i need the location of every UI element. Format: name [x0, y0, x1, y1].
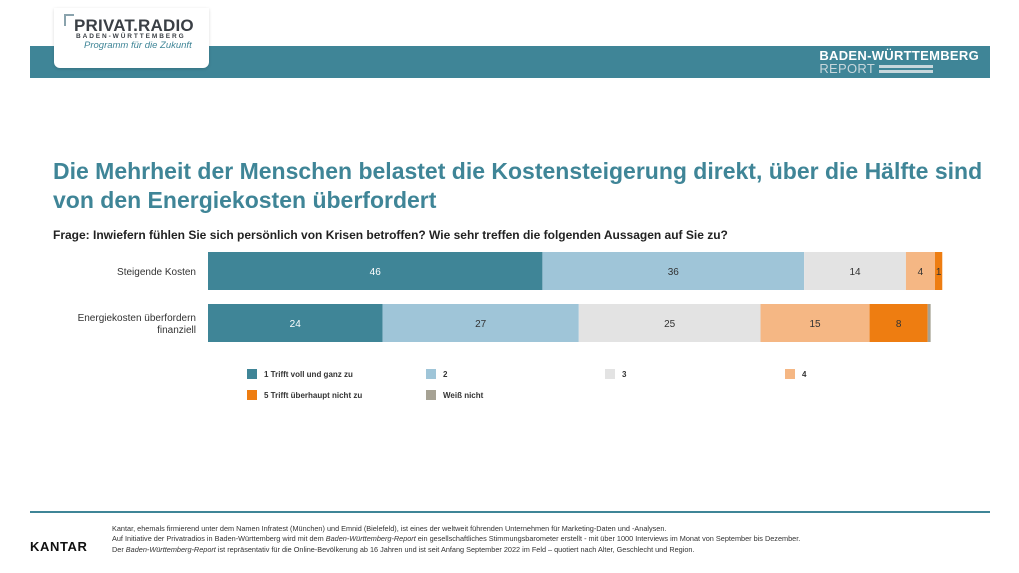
- footer-line-3: Der Baden-Württemberg-Report ist repräse…: [112, 545, 982, 555]
- footer-line-1: Kantar, ehemals firmierend unter dem Nam…: [112, 524, 667, 533]
- logo-sub-text: BADEN-WÜRTTEMBERG: [76, 33, 186, 40]
- category-label: Steigende Kosten: [117, 267, 196, 278]
- category-label: Energiekosten überfordern: [78, 313, 196, 324]
- legend-label: Weiß nicht: [443, 390, 484, 400]
- report-subtitle-row: REPORT: [819, 61, 979, 76]
- data-label: 14: [849, 267, 861, 278]
- privat-radio-logo[interactable]: PRIVAT.RADIO BADEN-WÜRTTEMBERG Programm …: [54, 8, 209, 68]
- category-label: finanziell: [157, 325, 196, 336]
- legend-swatch: [785, 369, 795, 379]
- report-badge: BADEN-WÜRTTEMBERG REPORT: [819, 48, 979, 76]
- bar-segment: [382, 304, 579, 342]
- bar-segment: [927, 304, 931, 342]
- legend-item: 4: [785, 369, 806, 379]
- logo-main-text: PRIVAT.RADIO: [74, 16, 194, 35]
- bar-segment: [760, 304, 870, 342]
- data-label: 36: [668, 267, 680, 278]
- bar-segment: [804, 252, 906, 290]
- legend-swatch: [247, 390, 257, 400]
- data-label: 46: [370, 267, 382, 278]
- data-label: 27: [475, 319, 487, 330]
- footer-notes: Kantar, ehemals firmierend unter dem Nam…: [112, 524, 982, 555]
- data-label: 15: [809, 319, 821, 330]
- logo-bracket-icon: [64, 14, 74, 26]
- footer-line-3-a: Der: [112, 544, 126, 554]
- kantar-logo: KANTAR: [30, 539, 88, 554]
- legend-item: 3: [605, 369, 626, 379]
- footer-line-2-b: Baden-Württemberg-Report: [325, 534, 416, 544]
- page-title: Die Mehrheit der Menschen belastet die K…: [53, 158, 983, 213]
- data-label: 24: [290, 319, 302, 330]
- legend-swatch: [426, 390, 436, 400]
- survey-question: Frage: Inwiefern fühlen Sie sich persönl…: [53, 228, 728, 242]
- footer-line-2-a: Auf Initiative der Privatradios in Baden…: [112, 534, 326, 544]
- bar-segment: [542, 252, 805, 290]
- legend-item: 1 Trifft voll und ganz zu: [247, 369, 353, 379]
- data-label: 8: [896, 319, 902, 330]
- footer-divider: [30, 511, 990, 513]
- footer-line-3-b: Baden-Württemberg-Report: [125, 544, 216, 554]
- data-label: 25: [664, 319, 676, 330]
- legend-item: 2: [426, 369, 447, 379]
- bar-segment: [905, 252, 935, 290]
- footer-line-2: Auf Initiative der Privatradios in Baden…: [112, 534, 982, 544]
- bar-segment: [869, 304, 928, 342]
- legend-label: 3: [622, 369, 627, 379]
- report-title: BADEN-WÜRTTEMBERG: [819, 48, 979, 63]
- logo-tagline: Programm für die Zukunft: [84, 40, 192, 51]
- stacked-bar-chart: Steigende Kosten 46 36 14 4 1 Energiekosten üb…: [78, 252, 943, 342]
- legend-swatch: [247, 369, 257, 379]
- footer-line-2-c: ein gesellschaftliches Stimmungsbaromete…: [415, 534, 801, 544]
- data-label: 4: [918, 267, 924, 278]
- legend-swatch: [426, 369, 436, 379]
- bar-segment: [208, 304, 383, 342]
- legend-swatch: [605, 369, 615, 379]
- legend-item: 5 Trifft überhaupt nicht zu: [247, 390, 362, 400]
- bar-segment: [578, 304, 761, 342]
- bar-segment: [208, 252, 543, 290]
- footer-line-3-c: ist repräsentativ für die Online-Bevölke…: [215, 544, 695, 554]
- report-subtitle: REPORT: [819, 61, 876, 76]
- report-lines-icon: [879, 63, 934, 75]
- data-label: 1: [936, 267, 942, 278]
- legend-label: 2: [443, 369, 448, 379]
- legend-label: 5 Trifft überhaupt nicht zu: [264, 390, 363, 400]
- legend-item: Weiß nicht: [426, 390, 483, 400]
- bar-segment: [935, 252, 943, 290]
- legend-label: 1 Trifft voll und ganz zu: [264, 369, 353, 379]
- legend-label: 4: [802, 369, 807, 379]
